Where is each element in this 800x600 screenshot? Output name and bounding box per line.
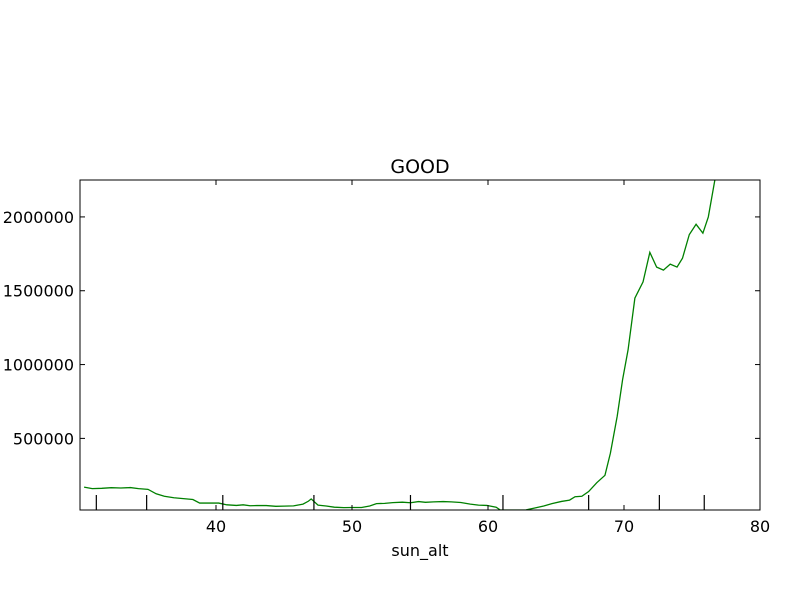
rug-marks: [95, 495, 705, 510]
x-tick-label: 80: [750, 517, 770, 536]
y-tick-label: 1500000: [3, 282, 74, 301]
y-tick-label: 2000000: [3, 208, 74, 227]
plot-area: [83, 180, 716, 510]
y-tick-label: 500000: [13, 429, 74, 448]
chart-title: GOOD: [390, 156, 449, 178]
series-line-0: [83, 180, 716, 510]
x-axis-label: sun_alt: [391, 541, 448, 561]
plot-frame: [79, 179, 761, 511]
x-axis: 40 50 60 70 80: [206, 180, 770, 536]
x-tick-label: 50: [342, 517, 362, 536]
x-tick-label: 40: [206, 517, 226, 536]
x-tick-label: 70: [614, 517, 634, 536]
y-tick-label: 1000000: [3, 356, 74, 375]
y-axis: 500000 1000000 1500000 2000000: [3, 208, 760, 448]
x-tick-label: 60: [478, 517, 498, 536]
